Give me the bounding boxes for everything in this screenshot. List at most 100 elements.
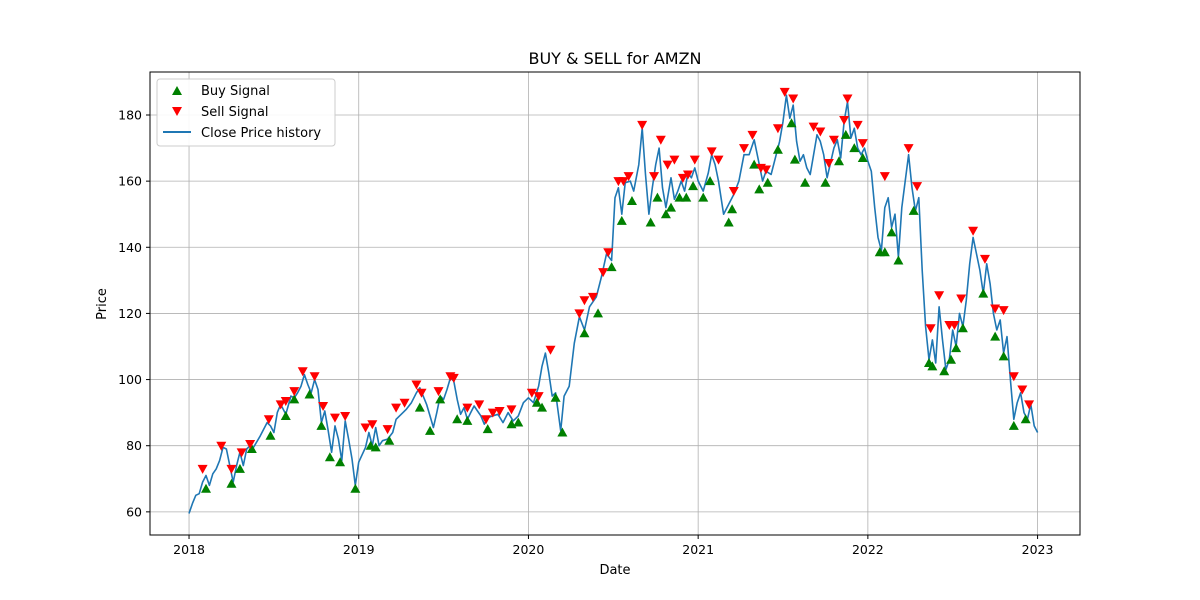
sell-signal-marker (280, 397, 291, 407)
buy-signal-marker (786, 118, 797, 128)
signal-markers-layer (197, 87, 1035, 493)
legend-line-label: Close Price history (201, 126, 321, 141)
buy-signal-marker (1008, 420, 1019, 430)
sell-signal-marker (411, 380, 422, 390)
sell-signal-marker (912, 182, 923, 192)
sell-signal-marker (1017, 385, 1028, 395)
buy-signal-marker (537, 402, 548, 412)
sell-signal-marker (526, 388, 537, 398)
buy-signal-marker (908, 205, 919, 215)
axis-ticks: 2018 2019 2020 2021 2022 2023 60 80 100 120 140 160… (118, 107, 1053, 557)
y-axis-label: Price (95, 288, 110, 320)
buy-signal-marker (513, 417, 524, 427)
buy-signal-marker (849, 143, 860, 153)
sell-signal-marker (842, 94, 853, 104)
sell-signal-marker (689, 155, 700, 165)
sell-signal-marker (618, 177, 629, 187)
sell-signal-marker (494, 406, 505, 416)
sell-signal-marker (682, 170, 693, 180)
sell-signal-marker (448, 373, 459, 383)
sell-signal-marker (245, 440, 256, 450)
buy-signal-marker (324, 452, 335, 462)
x-tick-label: 2018 (173, 542, 205, 557)
buy-signal-marker (280, 410, 291, 420)
buy-signal-marker (201, 483, 212, 493)
buy-signal-marker (425, 425, 436, 435)
buy-signal-marker (698, 192, 709, 202)
x-tick-label: 2019 (343, 542, 375, 557)
sell-signal-marker (433, 387, 444, 397)
sell-signal-marker (637, 120, 648, 130)
sell-signal-marker (968, 226, 979, 236)
buy-signal-marker (727, 204, 738, 214)
sell-signal-marker (815, 127, 826, 137)
buy-signal-marker (462, 415, 473, 425)
sell-signal-marker (462, 403, 473, 413)
legend-sell-marker (172, 107, 182, 116)
buy-signal-marker (660, 209, 671, 219)
sell-signal-marker (545, 345, 556, 355)
sell-signal-marker (340, 411, 351, 421)
sell-signal-marker (925, 324, 936, 334)
buy-signal-marker (550, 392, 561, 402)
legend-box (156, 78, 336, 147)
chart-title: BUY & SELL for AMZN (528, 49, 701, 68)
sell-signal-marker (487, 408, 498, 418)
buy-signal-marker (226, 478, 237, 488)
sell-signal-marker (391, 403, 402, 413)
buy-signal-marker (1020, 414, 1031, 424)
buy-signal-marker (946, 354, 957, 364)
sell-signal-marker (275, 400, 286, 410)
sell-signal-marker (998, 306, 1009, 316)
buy-signal-marker (998, 351, 1009, 361)
sell-signal-marker (318, 402, 329, 412)
sell-signal-marker (603, 248, 614, 258)
buy-signal-marker (789, 154, 800, 164)
sell-signal-marker (216, 441, 227, 451)
buy-signal-marker (834, 156, 845, 166)
buy-signal-marker (886, 227, 897, 237)
sell-signal-marker (1008, 372, 1019, 382)
buy-signal-marker (927, 361, 938, 371)
sell-signal-marker (329, 413, 340, 423)
x-tick-label: 2023 (1022, 542, 1054, 557)
y-tick-label: 80 (126, 438, 142, 453)
y-tick-label: 140 (118, 240, 142, 255)
buy-signal-marker (800, 177, 811, 187)
buy-signal-marker (531, 397, 542, 407)
y-tick-label: 160 (118, 174, 142, 189)
sell-signal-marker (828, 135, 839, 145)
sell-signal-marker (226, 464, 237, 474)
buy-signal-marker (857, 152, 868, 162)
sell-signal-marker (823, 158, 834, 168)
y-tick-label: 100 (118, 372, 142, 387)
sell-signal-marker (662, 160, 673, 170)
legend-buy-marker (172, 86, 182, 95)
buy-signal-marker (370, 442, 381, 452)
legend: Buy Signal Sell Signal Close Price histo… (156, 78, 336, 147)
plot-frame (149, 71, 1081, 536)
sell-signal-marker (990, 304, 1001, 314)
sell-signal-marker (623, 172, 634, 182)
sell-signal-marker (728, 187, 739, 197)
buy-signal-marker (234, 463, 245, 473)
buy-signal-marker (666, 202, 677, 212)
sell-signal-marker (399, 398, 410, 408)
buy-signal-marker (246, 444, 257, 454)
buy-signal-marker (951, 343, 962, 353)
x-tick-label: 2020 (513, 542, 545, 557)
sell-signal-marker (587, 292, 598, 302)
buy-signal-marker (978, 288, 989, 298)
sell-signal-marker (533, 392, 544, 402)
y-tick-label: 120 (118, 306, 142, 321)
buy-signal-marker (435, 394, 446, 404)
buy-signal-marker (606, 262, 617, 272)
buy-signal-marker (414, 402, 425, 412)
buy-signal-marker (593, 308, 604, 318)
buy-signal-marker (645, 217, 656, 227)
y-tick-label: 60 (126, 504, 142, 519)
sell-signal-marker (857, 139, 868, 149)
buy-signal-marker (557, 427, 568, 437)
sell-signal-marker (579, 296, 590, 306)
